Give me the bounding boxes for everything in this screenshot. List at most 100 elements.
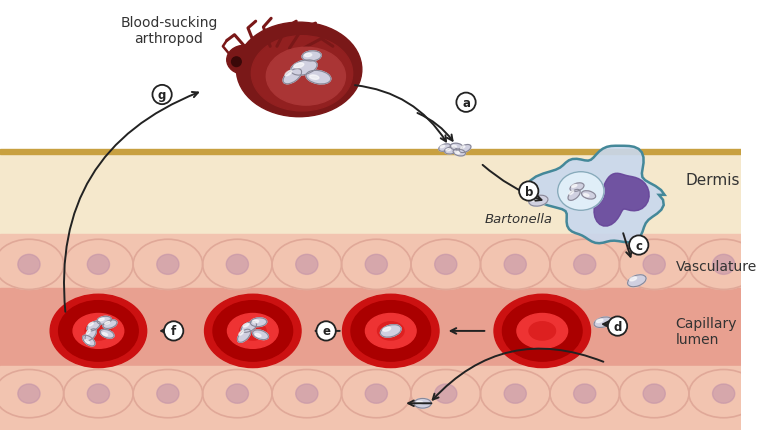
Ellipse shape xyxy=(239,331,243,336)
Ellipse shape xyxy=(304,54,312,57)
Ellipse shape xyxy=(558,172,604,211)
Ellipse shape xyxy=(550,240,620,290)
Ellipse shape xyxy=(382,327,391,332)
Ellipse shape xyxy=(416,401,423,404)
Ellipse shape xyxy=(627,275,646,287)
Ellipse shape xyxy=(294,64,304,69)
Ellipse shape xyxy=(411,370,481,418)
Ellipse shape xyxy=(452,146,457,148)
Ellipse shape xyxy=(574,255,596,275)
Ellipse shape xyxy=(227,255,249,275)
Ellipse shape xyxy=(157,384,179,403)
Ellipse shape xyxy=(251,36,353,112)
Circle shape xyxy=(519,182,538,201)
Ellipse shape xyxy=(227,384,249,403)
Ellipse shape xyxy=(50,295,147,368)
Circle shape xyxy=(164,321,184,341)
Text: Dermis: Dermis xyxy=(685,173,740,187)
Ellipse shape xyxy=(0,370,64,418)
Bar xyxy=(0,289,741,368)
Ellipse shape xyxy=(529,322,555,340)
Ellipse shape xyxy=(411,240,481,290)
Ellipse shape xyxy=(64,370,133,418)
Ellipse shape xyxy=(713,255,735,275)
Ellipse shape xyxy=(103,320,117,328)
Ellipse shape xyxy=(481,240,550,290)
Ellipse shape xyxy=(568,190,580,201)
Text: Bartonella: Bartonella xyxy=(485,212,553,225)
Ellipse shape xyxy=(296,255,318,275)
Text: g: g xyxy=(158,89,167,102)
Ellipse shape xyxy=(343,295,439,368)
Polygon shape xyxy=(594,174,649,226)
Ellipse shape xyxy=(88,323,94,326)
Ellipse shape xyxy=(445,148,457,155)
Ellipse shape xyxy=(253,320,259,323)
Ellipse shape xyxy=(266,48,346,106)
Ellipse shape xyxy=(64,240,133,290)
Ellipse shape xyxy=(594,317,612,328)
Ellipse shape xyxy=(459,145,471,153)
Ellipse shape xyxy=(620,240,689,290)
Ellipse shape xyxy=(85,340,90,344)
Circle shape xyxy=(608,317,627,336)
Ellipse shape xyxy=(241,322,257,332)
Ellipse shape xyxy=(0,240,64,290)
Text: a: a xyxy=(462,96,470,110)
Ellipse shape xyxy=(366,255,387,275)
Ellipse shape xyxy=(242,47,293,88)
Ellipse shape xyxy=(504,255,526,275)
Ellipse shape xyxy=(18,384,40,403)
Ellipse shape xyxy=(204,295,301,368)
Ellipse shape xyxy=(517,314,568,349)
Ellipse shape xyxy=(250,318,266,327)
Ellipse shape xyxy=(240,322,266,340)
Ellipse shape xyxy=(584,194,589,197)
Ellipse shape xyxy=(272,370,342,418)
Ellipse shape xyxy=(689,370,758,418)
Circle shape xyxy=(629,236,648,255)
Circle shape xyxy=(232,58,241,67)
Bar xyxy=(0,235,741,291)
Text: d: d xyxy=(614,320,622,333)
Ellipse shape xyxy=(213,301,293,361)
Ellipse shape xyxy=(97,317,111,325)
Ellipse shape xyxy=(351,301,431,361)
Ellipse shape xyxy=(446,149,451,152)
Ellipse shape xyxy=(86,330,91,335)
Ellipse shape xyxy=(102,333,108,336)
Ellipse shape xyxy=(378,322,404,340)
Ellipse shape xyxy=(450,144,462,151)
Ellipse shape xyxy=(643,384,665,403)
Ellipse shape xyxy=(342,240,411,290)
Ellipse shape xyxy=(502,301,582,361)
Ellipse shape xyxy=(461,146,465,149)
Ellipse shape xyxy=(283,70,302,85)
Ellipse shape xyxy=(285,71,292,77)
Ellipse shape xyxy=(494,295,591,368)
Ellipse shape xyxy=(569,191,574,195)
Ellipse shape xyxy=(531,198,538,202)
Text: Blood-sucking
arthropod: Blood-sucking arthropod xyxy=(120,16,217,46)
Circle shape xyxy=(456,93,475,113)
Ellipse shape xyxy=(453,149,465,157)
Ellipse shape xyxy=(306,71,331,85)
Ellipse shape xyxy=(58,301,138,361)
Ellipse shape xyxy=(85,322,111,340)
Ellipse shape xyxy=(713,384,735,403)
Ellipse shape xyxy=(455,152,459,154)
Ellipse shape xyxy=(253,330,269,340)
Ellipse shape xyxy=(237,329,250,343)
Ellipse shape xyxy=(550,370,620,418)
Ellipse shape xyxy=(87,321,100,331)
Ellipse shape xyxy=(227,314,278,349)
Ellipse shape xyxy=(504,384,526,403)
Ellipse shape xyxy=(157,255,179,275)
Ellipse shape xyxy=(203,370,272,418)
Text: b: b xyxy=(525,185,533,198)
Ellipse shape xyxy=(302,52,321,62)
Ellipse shape xyxy=(272,240,342,290)
Ellipse shape xyxy=(99,318,104,321)
Ellipse shape xyxy=(570,184,584,192)
Circle shape xyxy=(316,321,336,341)
